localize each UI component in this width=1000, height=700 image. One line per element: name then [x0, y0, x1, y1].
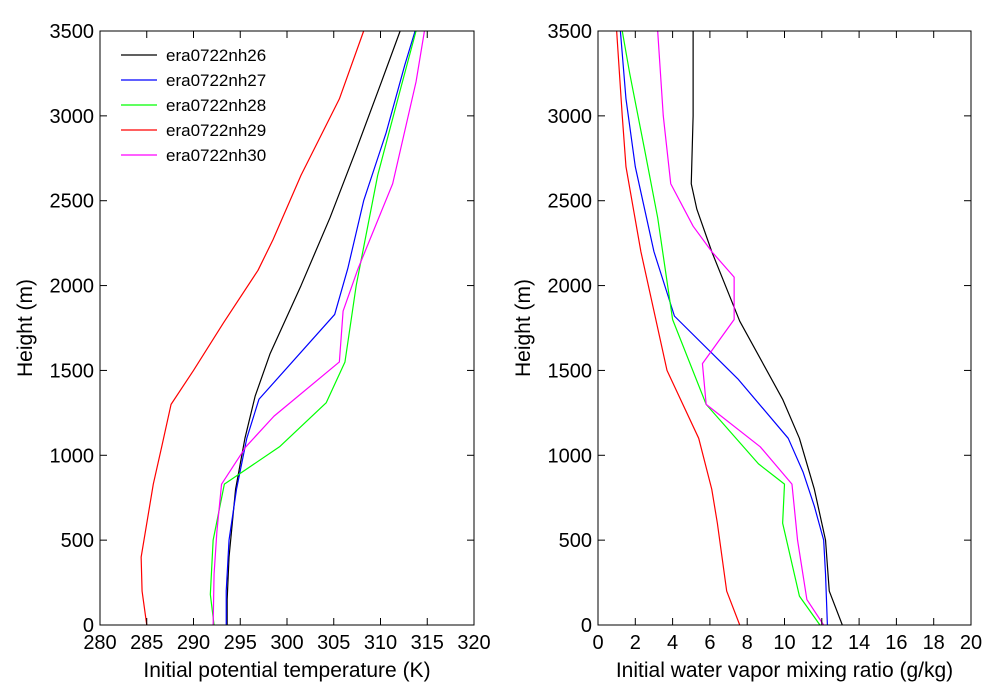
temperature-chart: 280 285 290 295 300 305 310 315 320 0 500 1000 1500 2… — [14, 21, 491, 682]
y-tick-label: 1000 — [50, 445, 95, 467]
plot-frame — [99, 30, 475, 626]
series-line-era0722nh28 — [209, 30, 417, 626]
x-tick-label: 295 — [224, 632, 257, 654]
series-line-era0722nh27 — [619, 30, 828, 626]
series-line-era0722nh27 — [225, 30, 416, 625]
series-line-era0722nh30 — [657, 30, 825, 626]
x-tick-label: 6 — [704, 632, 715, 654]
x-tick-label: 20 — [960, 632, 982, 654]
y-tick-label: 3000 — [50, 106, 95, 128]
y-tick-label: 2500 — [548, 191, 593, 213]
x-tick-label: 315 — [411, 632, 444, 654]
plot-frame — [597, 30, 972, 626]
series-line-era0722nh26 — [690, 31, 843, 626]
y-tick-label: 500 — [61, 530, 94, 552]
y-tick-label: 3500 — [50, 21, 95, 43]
legend-label: era0722nh30 — [166, 146, 266, 165]
y-tick-label: 2500 — [50, 191, 95, 213]
x-tick-label: 12 — [811, 632, 833, 654]
x-axis-label: Initial water vapor mixing ratio (g/kg) — [616, 659, 953, 682]
series-line-era0722nh29 — [140, 30, 365, 626]
legend-label: era0722nh26 — [166, 46, 266, 65]
y-tick-label: 0 — [581, 615, 592, 637]
y-tick-label: 0 — [83, 615, 94, 637]
legend-label: era0722nh28 — [166, 96, 266, 115]
x-tick-label: 290 — [177, 632, 210, 654]
x-tick-label: 305 — [317, 632, 350, 654]
y-tick-label: 3500 — [548, 21, 593, 43]
y-tick-label: 1500 — [548, 360, 593, 382]
x-tick-label: 300 — [270, 632, 303, 654]
x-tick-label: 0 — [592, 632, 603, 654]
x-axis-label: Initial potential temperature (K) — [143, 659, 430, 682]
x-tick-label: 285 — [130, 632, 163, 654]
y-tick-label: 2000 — [548, 276, 593, 298]
legend-label: era0722nh27 — [166, 71, 266, 90]
y-tick-label: 2000 — [50, 276, 95, 298]
y-tick-label: 1000 — [548, 445, 593, 467]
y-axis-label: Height (m) — [14, 279, 37, 377]
y-tick-label: 3000 — [548, 106, 593, 128]
series-line-era0722nh30 — [212, 30, 426, 626]
x-tick-label: 8 — [742, 632, 753, 654]
x-tick-label: 18 — [923, 632, 945, 654]
series-line-era0722nh29 — [616, 30, 741, 626]
x-tick-label: 14 — [848, 632, 870, 654]
x-tick-label: 280 — [83, 632, 116, 654]
series-line-era0722nh28 — [621, 30, 821, 626]
x-tick-label: 10 — [773, 632, 795, 654]
x-tick-label: 4 — [667, 632, 678, 654]
series-line-era0722nh26 — [226, 30, 401, 625]
y-axis-label: Height (m) — [512, 279, 535, 377]
legend-label: era0722nh29 — [166, 121, 266, 140]
mixing-ratio-chart: 0 2 4 6 8 10 12 14 16 18 20 0 500 1000 1500 2000 2500 300… — [512, 21, 982, 682]
x-tick-label: 320 — [457, 632, 490, 654]
x-tick-label: 2 — [630, 632, 641, 654]
y-tick-label: 500 — [559, 530, 592, 552]
x-tick-label: 310 — [364, 632, 397, 654]
y-tick-label: 1500 — [50, 360, 95, 382]
x-tick-label: 16 — [885, 632, 907, 654]
